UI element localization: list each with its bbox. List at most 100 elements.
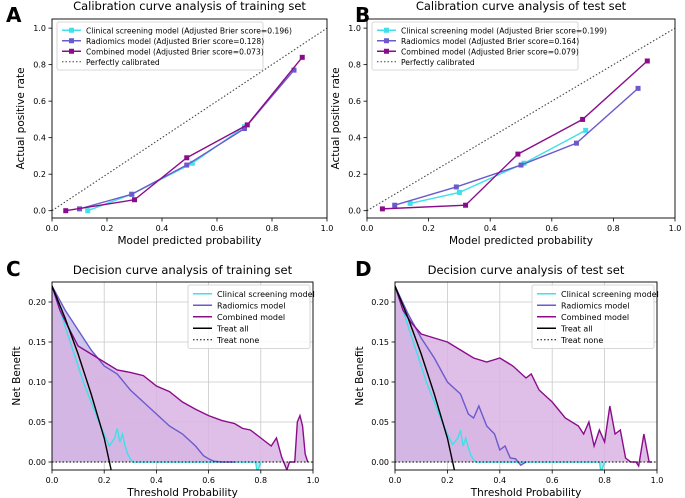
y-tick-label: 0.6: [348, 97, 361, 106]
legend-entry-treat_all: Treat all: [216, 324, 249, 333]
series-line-combined: [395, 285, 652, 468]
series-line-combined: [52, 285, 309, 470]
x-tick-label: 1.0: [669, 224, 682, 233]
series-line-combined: [65, 56, 303, 212]
legend-entry-treat_none: Treat none: [560, 336, 603, 345]
legend-marker-clinical: [69, 27, 74, 33]
legend-entry-clinical: Clinical screening model: [561, 290, 659, 299]
x-tick-label: 0.0: [46, 476, 59, 485]
data-point-combined: [184, 155, 190, 161]
y-tick-label: 0.00: [28, 458, 46, 467]
x-tick-label: 0.4: [484, 224, 497, 233]
chart-title: Calibration curve analysis of test set: [416, 0, 627, 13]
x-tick-label: 0.8: [598, 476, 611, 485]
x-tick-label: 0.8: [266, 224, 279, 233]
x-tick-label: 0.6: [546, 476, 559, 485]
legend-entry-combined: Combined model (Adjusted Brier score=0.0…: [401, 47, 579, 56]
x-tick-label: 0.4: [493, 476, 506, 485]
data-point-clinical: [583, 127, 589, 133]
legend-entry-treat_none: Treat none: [216, 336, 259, 345]
series-line-radiomics: [395, 285, 527, 467]
y-tick-label: 0.10: [371, 378, 389, 387]
x-axis-label: Threshold Probability: [126, 487, 238, 498]
x-tick-label: 0.4: [150, 476, 163, 485]
data-point-combined: [515, 151, 521, 157]
data-point-combined: [299, 54, 305, 60]
legend: Clinical screening model Radiomics model C…: [531, 284, 659, 349]
x-tick-label: 0.0: [361, 224, 374, 233]
axes-frame: [394, 281, 658, 471]
y-axis-label: Net Benefit: [11, 346, 23, 405]
y-tick-label: 0.20: [371, 298, 389, 307]
y-tick-label: 0.4: [33, 134, 46, 143]
series-line-combined: [382, 60, 648, 210]
data-point-radiomics: [453, 184, 459, 190]
x-tick-label: 0.0: [389, 476, 402, 485]
legend-box: [531, 284, 655, 349]
y-tick-label: 0.0: [348, 207, 361, 216]
data-point-combined: [132, 197, 137, 203]
x-tick-label: 1.0: [651, 476, 664, 485]
legend: Clinical screening model (Adjusted Brier…: [371, 21, 607, 71]
panel-label: B: [355, 3, 370, 27]
data-point-radiomics: [242, 126, 247, 132]
axes-frame: [51, 281, 314, 471]
data-point-clinical: [456, 189, 462, 195]
y-tick-label: 0.20: [28, 298, 46, 307]
x-axis-label: Model predicted probability: [449, 235, 593, 247]
area-combined: [52, 286, 308, 470]
legend-entry-diagonal: Perfectly calibrated: [86, 58, 160, 67]
panel-c: C Decision curve analysis of training set…: [6, 257, 319, 498]
legend-entry-clinical: Clinical screening model (Adjusted Brier…: [401, 26, 607, 35]
y-tick-label: 0.2: [348, 170, 361, 179]
panel-label: C: [6, 257, 21, 281]
legend-marker-radiomics: [69, 38, 74, 44]
y-tick-label: 1.0: [348, 24, 361, 33]
legend-entry-combined: Combined model: [561, 313, 629, 322]
data-point-clinical: [407, 200, 413, 206]
data-point-combined: [244, 122, 250, 128]
x-tick-label: 0.2: [98, 476, 111, 485]
plot-area: [52, 285, 313, 470]
data-point-combined: [379, 206, 385, 212]
x-tick-label: 0.0: [46, 224, 59, 233]
plot-area: [52, 27, 327, 214]
axes-frame: [51, 18, 328, 219]
y-axis-label: Actual positive rate: [330, 67, 342, 169]
legend-entry-clinical: Clinical screening model: [217, 290, 315, 299]
plot-area: [395, 285, 657, 470]
legend-entry-diagonal: Perfectly calibrated: [401, 58, 475, 67]
y-tick-label: 1.0: [33, 24, 46, 33]
axes-frame: [366, 18, 676, 219]
series-line-radiomics: [394, 87, 639, 206]
y-tick-label: 0.2: [33, 170, 46, 179]
data-point-combined: [644, 58, 650, 64]
chart-title: Calibration curve analysis of training s…: [73, 0, 306, 13]
data-point-clinical: [189, 160, 195, 166]
y-tick-label: 0.0: [33, 207, 46, 216]
y-axis-label: Net Benefit: [354, 346, 366, 405]
legend: Clinical screening model (Adjusted Brier…: [56, 21, 292, 71]
legend-entry-radiomics: Radiomics model (Adjusted Brier score=0.…: [86, 37, 264, 46]
series-line-radiomics: [52, 285, 235, 463]
data-point-clinical: [85, 208, 91, 214]
y-tick-label: 0.6: [33, 97, 46, 106]
y-tick-label: 0.15: [371, 338, 389, 347]
y-tick-label: 0.10: [28, 378, 46, 387]
legend: Clinical screening model Radiomics model C…: [187, 284, 315, 349]
x-tick-label: 0.4: [156, 224, 169, 233]
y-axis-label: Actual positive rate: [15, 67, 27, 169]
series-line-clinical: [409, 129, 587, 205]
data-point-combined: [63, 208, 69, 214]
series-line-diagonal: [52, 27, 327, 212]
panel-label: A: [6, 3, 22, 27]
legend-entry-clinical: Clinical screening model (Adjusted Brier…: [86, 26, 292, 35]
y-tick-label: 0.00: [371, 458, 389, 467]
legend-marker-clinical: [384, 27, 389, 33]
legend-marker-radiomics: [384, 38, 389, 44]
legend-entry-radiomics: Radiomics model: [217, 301, 286, 310]
x-tick-label: 0.6: [202, 476, 215, 485]
y-tick-label: 0.8: [33, 61, 46, 70]
data-point-radiomics: [573, 140, 579, 146]
